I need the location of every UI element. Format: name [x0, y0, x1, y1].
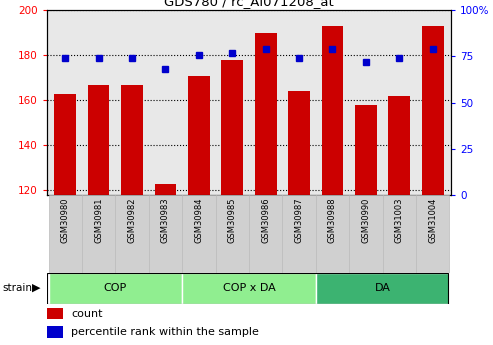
Text: GSM30987: GSM30987	[295, 197, 304, 243]
Bar	[221, 60, 243, 195]
Bar	[121, 85, 143, 195]
Text: COP: COP	[104, 283, 127, 293]
Text: percentile rank within the sample: percentile rank within the sample	[71, 327, 259, 337]
Bar	[48, 195, 82, 273]
Bar	[54, 93, 76, 195]
Text: GSM31003: GSM31003	[395, 197, 404, 243]
Text: GSM30988: GSM30988	[328, 197, 337, 243]
Bar	[388, 96, 410, 195]
Text: GSM30981: GSM30981	[94, 197, 103, 243]
Text: GSM30985: GSM30985	[228, 197, 237, 243]
Text: strain: strain	[2, 283, 33, 293]
Text: GSM30984: GSM30984	[194, 197, 203, 243]
Bar	[182, 273, 316, 304]
Bar	[88, 85, 109, 195]
Text: GSM30986: GSM30986	[261, 197, 270, 243]
Bar	[321, 26, 343, 195]
Bar	[416, 195, 450, 273]
Text: GSM30982: GSM30982	[128, 197, 137, 243]
Text: GSM30990: GSM30990	[361, 197, 370, 243]
Text: count: count	[71, 308, 103, 318]
Bar	[115, 195, 149, 273]
Bar	[316, 195, 349, 273]
Text: ▶: ▶	[32, 283, 40, 293]
Bar	[149, 195, 182, 273]
Bar	[383, 195, 416, 273]
Bar	[47, 308, 63, 319]
Text: DA: DA	[375, 283, 390, 293]
Bar	[355, 105, 377, 195]
Title: GDS780 / rc_AI071208_at: GDS780 / rc_AI071208_at	[164, 0, 334, 8]
Bar	[182, 195, 215, 273]
Bar	[316, 273, 450, 304]
Bar	[422, 26, 444, 195]
Bar	[249, 195, 282, 273]
Bar	[47, 326, 63, 337]
Bar	[349, 195, 383, 273]
Bar	[82, 195, 115, 273]
Text: GSM31004: GSM31004	[428, 197, 437, 243]
Bar	[188, 76, 210, 195]
Bar	[48, 273, 182, 304]
Bar	[288, 91, 310, 195]
Text: GSM30983: GSM30983	[161, 197, 170, 243]
Bar	[255, 33, 277, 195]
Bar	[215, 195, 249, 273]
Bar	[282, 195, 316, 273]
Text: COP x DA: COP x DA	[223, 283, 275, 293]
Bar	[155, 184, 176, 195]
Text: GSM30980: GSM30980	[61, 197, 70, 243]
